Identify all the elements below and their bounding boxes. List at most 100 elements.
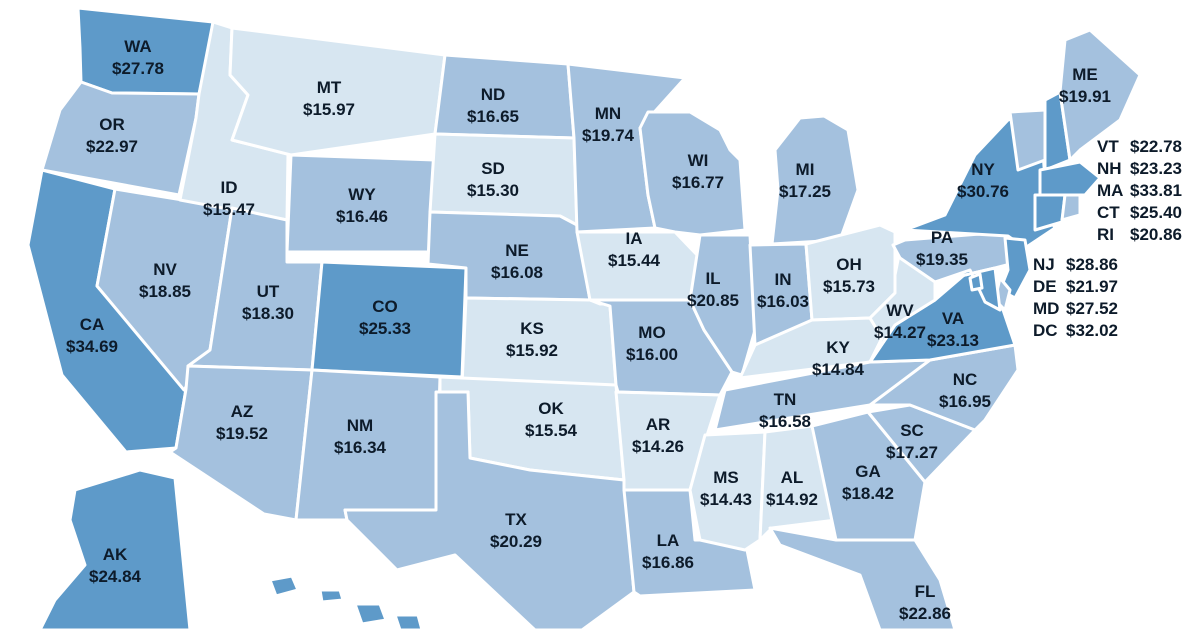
label-ma-abbr: MA bbox=[1097, 181, 1123, 200]
label-ri-value: $20.86 bbox=[1130, 225, 1182, 244]
label-vt-value: $22.78 bbox=[1130, 137, 1182, 156]
label-il-value: $20.85 bbox=[687, 291, 739, 310]
label-ca-abbr: CA bbox=[80, 315, 105, 334]
label-or-abbr: OR bbox=[99, 115, 125, 134]
label-mi-abbr: MI bbox=[796, 160, 815, 179]
label-de-value: $21.97 bbox=[1066, 277, 1118, 296]
state-me bbox=[1058, 28, 1142, 162]
label-ms-value: $14.43 bbox=[700, 490, 752, 509]
label-dc-value: $32.02 bbox=[1066, 321, 1118, 340]
state-vt bbox=[1008, 108, 1047, 172]
label-va-value: $23.13 bbox=[927, 331, 979, 350]
state-ri bbox=[1060, 193, 1082, 222]
label-de-abbr: DE bbox=[1033, 277, 1057, 296]
label-nv-abbr: NV bbox=[153, 260, 177, 279]
label-ut-value: $18.30 bbox=[242, 304, 294, 323]
label-sd-abbr: SD bbox=[481, 159, 505, 178]
state-fl bbox=[768, 526, 957, 630]
label-md-value: $27.52 bbox=[1066, 299, 1118, 318]
label-oh-abbr: OH bbox=[836, 255, 862, 274]
label-tx-abbr: TX bbox=[505, 510, 527, 529]
label-nj-value: $28.86 bbox=[1066, 255, 1118, 274]
state-wi bbox=[638, 110, 747, 237]
state-mi bbox=[770, 114, 860, 246]
label-ut-abbr: UT bbox=[257, 282, 280, 301]
label-pa-value: $19.35 bbox=[916, 250, 968, 269]
state-ct bbox=[1033, 193, 1067, 232]
label-mn-value: $19.74 bbox=[582, 126, 635, 145]
label-fl-value: $22.86 bbox=[899, 604, 951, 623]
label-wi-abbr: WI bbox=[688, 151, 709, 170]
state-wv bbox=[868, 248, 937, 364]
label-me-abbr: ME bbox=[1072, 65, 1098, 84]
label-pa-abbr: PA bbox=[931, 228, 953, 247]
label-in-abbr: IN bbox=[775, 270, 792, 289]
label-mt-value: $15.97 bbox=[303, 100, 355, 119]
label-ms-abbr: MS bbox=[713, 468, 739, 487]
label-tn-value: $16.58 bbox=[759, 412, 811, 431]
state-ma bbox=[1038, 160, 1102, 197]
label-id-abbr: ID bbox=[221, 178, 238, 197]
label-ne-value: $16.08 bbox=[491, 263, 543, 282]
label-fl-abbr: FL bbox=[915, 582, 936, 601]
state-tx bbox=[343, 390, 636, 630]
state-hi bbox=[268, 574, 424, 630]
label-ok-abbr: OK bbox=[538, 399, 564, 418]
label-az-value: $19.52 bbox=[216, 424, 268, 443]
label-wy-abbr: WY bbox=[348, 185, 376, 204]
state-ak bbox=[38, 468, 192, 630]
label-ne-abbr: NE bbox=[505, 241, 529, 260]
label-me-value: $19.91 bbox=[1059, 87, 1111, 106]
state-dc bbox=[968, 272, 984, 292]
label-md-abbr: MD bbox=[1033, 299, 1059, 318]
label-ca-value: $34.69 bbox=[66, 337, 118, 356]
label-oh-value: $15.73 bbox=[823, 277, 875, 296]
state-ga bbox=[810, 410, 927, 542]
label-mo-value: $16.00 bbox=[626, 345, 678, 364]
label-il-abbr: IL bbox=[705, 269, 720, 288]
label-mt-abbr: MT bbox=[317, 78, 342, 97]
label-ga-abbr: GA bbox=[855, 462, 881, 481]
label-wy-value: $16.46 bbox=[336, 207, 388, 226]
label-ny-abbr: NY bbox=[971, 160, 995, 179]
label-nv-value: $18.85 bbox=[139, 282, 191, 301]
label-tn-abbr: TN bbox=[774, 390, 797, 409]
label-ct-value: $25.40 bbox=[1130, 203, 1182, 222]
label-nh-value: $23.23 bbox=[1130, 159, 1182, 178]
label-ks-abbr: KS bbox=[520, 319, 544, 338]
label-wa-abbr: WA bbox=[124, 37, 151, 56]
label-ar-value: $14.26 bbox=[632, 437, 684, 456]
label-sc-value: $17.27 bbox=[886, 443, 938, 462]
label-ma-value: $33.81 bbox=[1130, 181, 1182, 200]
label-az-abbr: AZ bbox=[231, 402, 254, 421]
label-ga-value: $18.42 bbox=[842, 484, 894, 503]
label-la-value: $16.86 bbox=[642, 553, 694, 572]
label-ar-abbr: AR bbox=[646, 415, 671, 434]
label-al-value: $14.92 bbox=[766, 490, 818, 509]
label-mo-abbr: MO bbox=[638, 323, 665, 342]
label-co-abbr: CO bbox=[372, 297, 398, 316]
label-mn-abbr: MN bbox=[595, 104, 621, 123]
label-mi-value: $17.25 bbox=[779, 182, 831, 201]
label-ks-value: $15.92 bbox=[506, 341, 558, 360]
label-id-value: $15.47 bbox=[203, 200, 255, 219]
label-la-abbr: LA bbox=[657, 531, 680, 550]
label-al-abbr: AL bbox=[781, 468, 804, 487]
label-ok-value: $15.54 bbox=[525, 421, 578, 440]
label-nd-value: $16.65 bbox=[467, 107, 519, 126]
label-nc-value: $16.95 bbox=[939, 392, 991, 411]
label-ny-value: $30.76 bbox=[957, 182, 1009, 201]
label-ri-abbr: RI bbox=[1097, 225, 1114, 244]
label-ct-abbr: CT bbox=[1097, 203, 1120, 222]
state-nj bbox=[998, 236, 1032, 300]
label-nm-abbr: NM bbox=[347, 416, 373, 435]
label-nd-abbr: ND bbox=[481, 85, 506, 104]
label-dc-abbr: DC bbox=[1033, 321, 1058, 340]
label-sc-abbr: SC bbox=[900, 421, 924, 440]
label-ia-abbr: IA bbox=[626, 229, 643, 248]
label-ky-abbr: KY bbox=[826, 338, 850, 357]
label-sd-value: $15.30 bbox=[467, 181, 519, 200]
label-wv-abbr: WV bbox=[886, 301, 914, 320]
label-co-value: $25.33 bbox=[359, 319, 411, 338]
